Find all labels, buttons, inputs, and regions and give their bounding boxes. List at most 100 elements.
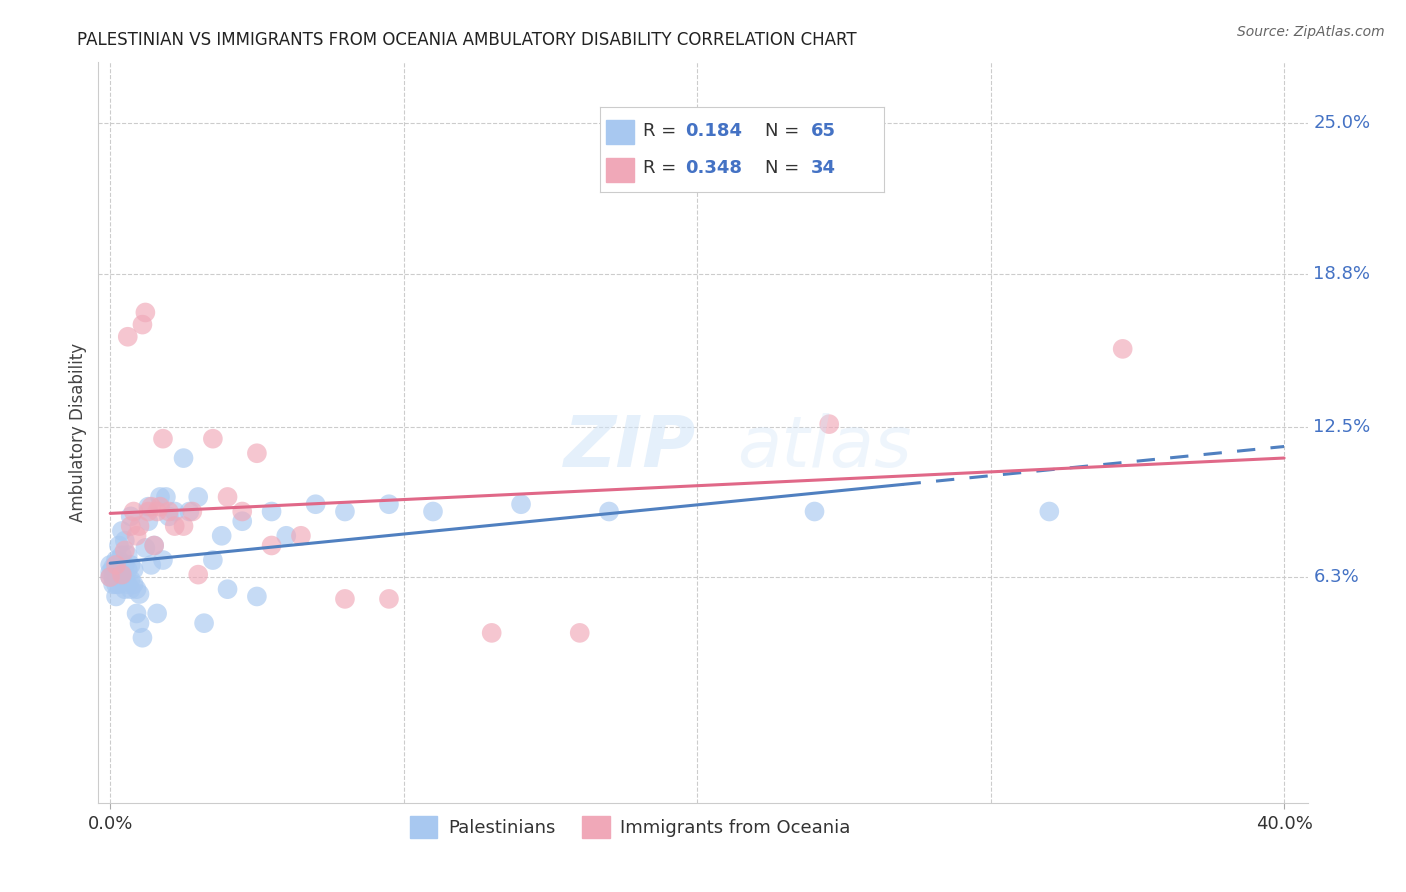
- Point: [157, 509, 180, 524]
- Text: 6.3%: 6.3%: [1313, 568, 1360, 586]
- Point: [378, 591, 401, 606]
- Point: [131, 631, 153, 645]
- Point: [108, 539, 131, 553]
- Point: [128, 519, 150, 533]
- Point: [231, 504, 253, 518]
- Point: [108, 577, 131, 591]
- Point: [510, 497, 533, 511]
- Text: atlas: atlas: [737, 413, 911, 482]
- Point: [155, 490, 177, 504]
- Point: [128, 587, 150, 601]
- Point: [333, 591, 356, 606]
- Point: [157, 504, 180, 518]
- Point: [378, 497, 401, 511]
- Point: [105, 577, 128, 591]
- Point: [120, 558, 142, 572]
- Point: [173, 519, 195, 533]
- Point: [131, 318, 153, 332]
- Legend: Palestinians, Immigrants from Oceania: Palestinians, Immigrants from Oceania: [404, 809, 858, 846]
- Point: [260, 539, 283, 553]
- Point: [187, 567, 209, 582]
- Point: [146, 504, 169, 518]
- Point: [134, 541, 156, 555]
- Point: [101, 560, 124, 574]
- Text: PALESTINIAN VS IMMIGRANTS FROM OCEANIA AMBULATORY DISABILITY CORRELATION CHART: PALESTINIAN VS IMMIGRANTS FROM OCEANIA A…: [77, 31, 856, 49]
- Point: [231, 514, 253, 528]
- Point: [111, 567, 134, 582]
- Point: [125, 529, 148, 543]
- Text: ZIP: ZIP: [564, 413, 696, 482]
- Point: [117, 330, 139, 344]
- Point: [149, 490, 172, 504]
- Point: [187, 490, 209, 504]
- Point: [128, 616, 150, 631]
- Point: [117, 548, 139, 562]
- Point: [163, 519, 186, 533]
- Point: [276, 529, 298, 543]
- Point: [114, 582, 136, 597]
- Point: [98, 565, 121, 579]
- Point: [120, 573, 142, 587]
- Point: [149, 500, 172, 514]
- Point: [141, 558, 163, 572]
- Point: [179, 504, 201, 518]
- Point: [333, 504, 356, 518]
- Point: [598, 504, 620, 518]
- Point: [181, 504, 204, 518]
- Point: [818, 417, 841, 431]
- Point: [101, 577, 124, 591]
- Point: [122, 563, 145, 577]
- Point: [136, 500, 159, 514]
- Point: [141, 500, 163, 514]
- Point: [146, 607, 169, 621]
- Point: [568, 626, 591, 640]
- Text: 25.0%: 25.0%: [1313, 114, 1371, 132]
- Point: [246, 446, 269, 460]
- Point: [111, 548, 134, 562]
- Point: [105, 590, 128, 604]
- Point: [422, 504, 444, 518]
- Point: [136, 504, 159, 518]
- Point: [114, 533, 136, 548]
- Point: [260, 504, 283, 518]
- Point: [1111, 342, 1133, 356]
- Point: [114, 573, 136, 587]
- Point: [152, 553, 174, 567]
- Point: [117, 563, 139, 577]
- Point: [125, 582, 148, 597]
- Point: [152, 432, 174, 446]
- Point: [125, 607, 148, 621]
- Point: [122, 504, 145, 518]
- Point: [105, 567, 128, 582]
- Point: [143, 539, 166, 553]
- Point: [105, 553, 128, 567]
- Y-axis label: Ambulatory Disability: Ambulatory Disability: [69, 343, 87, 522]
- Text: 12.5%: 12.5%: [1313, 417, 1371, 435]
- Point: [108, 553, 131, 567]
- Point: [143, 539, 166, 553]
- Point: [120, 519, 142, 533]
- Point: [217, 490, 239, 504]
- Point: [193, 616, 215, 631]
- Point: [98, 570, 121, 584]
- Point: [136, 514, 159, 528]
- Text: 18.8%: 18.8%: [1313, 265, 1371, 283]
- Point: [108, 570, 131, 584]
- Point: [114, 543, 136, 558]
- Point: [290, 529, 312, 543]
- Point: [111, 524, 134, 538]
- Point: [98, 570, 121, 584]
- Point: [101, 570, 124, 584]
- Point: [1038, 504, 1060, 518]
- Point: [246, 590, 269, 604]
- Point: [105, 558, 128, 572]
- Point: [163, 504, 186, 518]
- Point: [117, 577, 139, 591]
- Text: Source: ZipAtlas.com: Source: ZipAtlas.com: [1237, 25, 1385, 39]
- Point: [114, 558, 136, 572]
- Point: [111, 567, 134, 582]
- Point: [481, 626, 503, 640]
- Point: [98, 558, 121, 572]
- Point: [201, 432, 224, 446]
- Point: [120, 509, 142, 524]
